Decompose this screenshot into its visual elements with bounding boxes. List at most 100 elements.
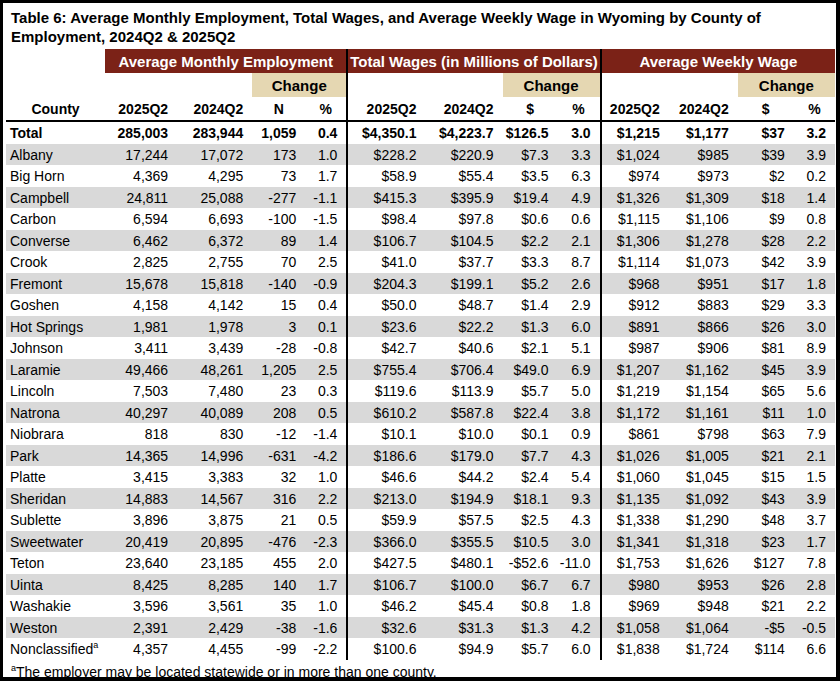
- value-cell: $5.7: [503, 638, 558, 660]
- value-cell: 6,693: [177, 208, 252, 230]
- column-header: $: [738, 97, 794, 121]
- value-cell: 208: [252, 402, 305, 424]
- group-header-employment: Average Monthly Employment: [105, 49, 347, 73]
- value-cell: $3.5: [503, 165, 558, 187]
- value-cell: 7.8: [794, 552, 835, 574]
- change-label-employment: Change: [252, 73, 347, 97]
- county-cell: Goshen: [6, 294, 105, 316]
- value-cell: $1,024: [601, 144, 669, 166]
- value-cell: -0.8: [305, 337, 347, 359]
- value-cell: $987: [601, 337, 669, 359]
- value-cell: $98.4: [347, 208, 425, 230]
- value-cell: $395.9: [425, 187, 502, 209]
- table-row: Big Horn4,3694,295731.7$58.9$55.4$3.56.3…: [6, 165, 835, 187]
- value-cell: 21: [252, 509, 305, 531]
- value-cell: $23: [738, 531, 794, 553]
- value-cell: $1,058: [601, 617, 669, 639]
- value-cell: 4.3: [558, 445, 601, 467]
- value-cell: $4,223.7: [425, 121, 502, 144]
- value-cell: $587.8: [425, 402, 502, 424]
- value-cell: 32: [252, 466, 305, 488]
- value-cell: -631: [252, 445, 305, 467]
- value-cell: 3.9: [794, 488, 835, 510]
- value-cell: 15: [252, 294, 305, 316]
- value-cell: $0.8: [503, 595, 558, 617]
- county-cell: Uinta: [6, 574, 105, 596]
- value-cell: $1.4: [503, 294, 558, 316]
- value-cell: $1,115: [601, 208, 669, 230]
- change-label-weekly-wage: Change: [738, 73, 835, 97]
- column-header: 2025Q2: [601, 97, 669, 121]
- value-cell: $1,045: [669, 466, 738, 488]
- value-cell: $1,177: [669, 121, 738, 144]
- value-cell: 70: [252, 251, 305, 273]
- county-cell: Hot Springs: [6, 316, 105, 338]
- value-cell: $204.3: [347, 273, 425, 295]
- value-cell: 4,142: [177, 294, 252, 316]
- value-cell: $22.2: [425, 316, 502, 338]
- value-cell: $10.1: [347, 423, 425, 445]
- county-cell: Big Horn: [6, 165, 105, 187]
- value-cell: $186.6: [347, 445, 425, 467]
- value-cell: 3,896: [105, 509, 177, 531]
- value-cell: 48,261: [177, 359, 252, 381]
- value-cell: 1.7: [794, 531, 835, 553]
- value-cell: 1.7: [305, 165, 347, 187]
- county-cell: Park: [6, 445, 105, 467]
- value-cell: $42: [738, 251, 794, 273]
- value-cell: $113.9: [425, 380, 502, 402]
- value-cell: $213.0: [347, 488, 425, 510]
- column-header: 2024Q2: [177, 97, 252, 121]
- value-cell: 1.0: [305, 466, 347, 488]
- value-cell: $81: [738, 337, 794, 359]
- column-header-county: County: [6, 97, 105, 121]
- value-cell: 2,755: [177, 251, 252, 273]
- table-row: Park14,36514,996-631-4.2$186.6$179.0$7.7…: [6, 445, 835, 467]
- value-cell: -28: [252, 337, 305, 359]
- value-cell: $1,724: [669, 638, 738, 660]
- value-cell: $44.2: [425, 466, 502, 488]
- column-header: 2024Q2: [425, 97, 502, 121]
- value-cell: 3.9: [794, 251, 835, 273]
- value-cell: $100.0: [425, 574, 502, 596]
- value-cell: $199.1: [425, 273, 502, 295]
- value-cell: $1,626: [669, 552, 738, 574]
- value-cell: 6.6: [794, 638, 835, 660]
- value-cell: 15,678: [105, 273, 177, 295]
- value-cell: $29: [738, 294, 794, 316]
- value-cell: -11.0: [558, 552, 601, 574]
- value-cell: 3.9: [794, 144, 835, 166]
- value-cell: 3,875: [177, 509, 252, 531]
- value-cell: 49,466: [105, 359, 177, 381]
- value-cell: $58.9: [347, 165, 425, 187]
- value-cell: 1,059: [252, 121, 305, 144]
- county-cell: Crook: [6, 251, 105, 273]
- value-cell: $126.5: [503, 121, 558, 144]
- value-cell: 0.6: [558, 208, 601, 230]
- value-cell: $21: [738, 445, 794, 467]
- value-cell: $45.4: [425, 595, 502, 617]
- value-cell: $49.0: [503, 359, 558, 381]
- value-cell: $1,838: [601, 638, 669, 660]
- value-cell: 4,369: [105, 165, 177, 187]
- value-cell: 0.9: [558, 423, 601, 445]
- value-cell: $1,114: [601, 251, 669, 273]
- value-cell: $973: [669, 165, 738, 187]
- blank-cell: [601, 73, 738, 97]
- value-cell: $6.7: [503, 574, 558, 596]
- value-cell: 2.8: [794, 574, 835, 596]
- value-cell: 40,297: [105, 402, 177, 424]
- value-cell: $19.4: [503, 187, 558, 209]
- value-cell: 3.0: [558, 121, 601, 144]
- county-cell: Washakie: [6, 595, 105, 617]
- value-cell: $26: [738, 316, 794, 338]
- value-cell: $953: [669, 574, 738, 596]
- value-cell: $2.5: [503, 509, 558, 531]
- value-cell: $48.7: [425, 294, 502, 316]
- value-cell: 2.6: [558, 273, 601, 295]
- table-row: Teton23,64023,1854552.0$427.5$480.1-$52.…: [6, 552, 835, 574]
- value-cell: 3.3: [794, 294, 835, 316]
- value-cell: $106.7: [347, 230, 425, 252]
- value-cell: 2.1: [794, 445, 835, 467]
- column-header: 2025Q2: [105, 97, 177, 121]
